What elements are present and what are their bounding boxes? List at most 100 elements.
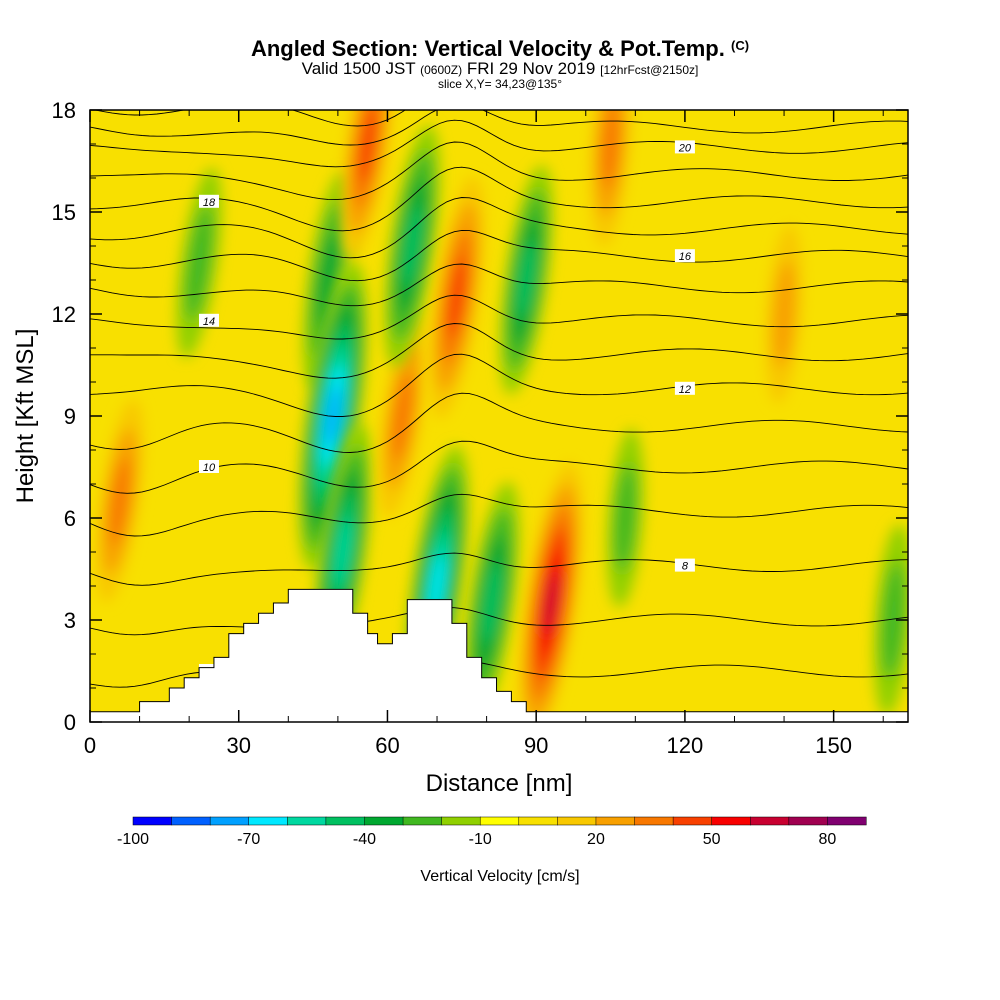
colorbar-swatch	[595, 816, 636, 826]
colorbar-tick-label: -40	[353, 831, 376, 848]
isentrope	[90, 229, 908, 282]
contour-label-text: 16	[679, 251, 692, 263]
colorbar-swatch	[171, 816, 211, 826]
contour-label-bg	[198, 194, 219, 208]
contour-label-bg	[674, 381, 695, 395]
velocity-feature	[95, 399, 144, 603]
isentrope	[90, 21, 908, 85]
colorbar-tick-label: 20	[587, 831, 605, 848]
contour-label-bg	[674, 140, 695, 154]
velocity-ring	[773, 260, 796, 368]
isentrope	[90, 294, 908, 340]
isentrope	[90, 353, 908, 417]
velocity-ring	[447, 256, 467, 338]
velocity-feature	[176, 167, 222, 359]
velocity-ring	[317, 233, 339, 327]
isentrope	[90, 392, 908, 453]
plot-area: 681012141618202224	[89, 21, 909, 723]
x-tick-label: 60	[375, 733, 399, 758]
contour-label-text: 20	[678, 142, 692, 154]
isentrope	[90, 607, 908, 636]
colorbar-swatch	[827, 816, 867, 826]
colorbar-tick-label: 80	[819, 831, 837, 848]
contour-label-bg	[199, 96, 219, 109]
y-tick-label: 6	[64, 506, 76, 531]
valid-time-subtitle: Valid 1500 JST (0600Z) FRI 29 Nov 2019 […	[301, 59, 699, 78]
colorbar-swatch	[248, 816, 288, 826]
contour-label-text: 12	[679, 384, 691, 396]
isentrope	[90, 119, 908, 168]
x-tick-label: 90	[524, 733, 548, 758]
velocity-ring	[392, 372, 413, 460]
velocity-feature	[302, 172, 354, 388]
contour-label-text: 14	[203, 316, 215, 328]
colorbar-tick-label: -70	[237, 831, 260, 848]
velocity-ring	[334, 517, 351, 587]
colorbar-swatch	[325, 816, 366, 826]
contour-label-bg	[675, 49, 695, 62]
colorbar-swatch	[479, 816, 520, 826]
colorbar-tick-label: 50	[703, 831, 721, 848]
colorbar-tick-label: -100	[117, 831, 149, 848]
colorbar-swatch	[287, 816, 327, 826]
isentrope	[90, 166, 908, 232]
isentrope	[90, 493, 908, 537]
colorbar-swatch	[672, 816, 713, 826]
y-tick-label: 15	[52, 200, 76, 225]
y-axis-label: Height [Kft MSL]	[12, 329, 39, 504]
y-tick-label: 3	[64, 608, 76, 633]
y-tick-label: 12	[52, 302, 76, 327]
contour-label-text: 24	[678, 51, 691, 63]
slice-info: slice X,Y= 34,23@135°	[437, 77, 563, 91]
contour-label: 16	[674, 249, 695, 263]
velocity-ring	[881, 562, 905, 678]
velocity-feature	[378, 314, 427, 518]
axes: 0 30 60 90 120 150 0 3 6 9 12 15 18	[52, 98, 908, 758]
colorbar-swatch	[557, 816, 597, 826]
x-tick-label: 150	[815, 733, 852, 758]
colorbar-swatch	[441, 816, 481, 826]
contour-label: 24	[675, 49, 695, 63]
x-tick-label: 30	[226, 733, 250, 758]
contour-label: 14	[198, 313, 219, 328]
colorbar-tick-label: -10	[469, 831, 492, 848]
velocity-feature	[429, 176, 485, 418]
velocity-ring	[543, 570, 559, 636]
velocity-ring	[614, 464, 637, 572]
contour-label-text: 22	[202, 98, 215, 110]
colorbar-swatch	[402, 816, 443, 826]
contour-label-bg	[674, 249, 695, 263]
contour-label: 20	[674, 140, 695, 154]
isentrope	[90, 552, 908, 586]
colorbar-swatch	[132, 816, 173, 826]
x-tick-label: 120	[667, 733, 704, 758]
colorbar: -100 -70 -40 -10 20 50 80	[117, 816, 867, 848]
contour-label: 18	[198, 194, 219, 209]
isentrope	[90, 50, 908, 108]
contour-label: 8	[674, 558, 695, 573]
velocity-ring	[482, 562, 501, 644]
y-tick-label: 0	[64, 710, 76, 735]
colorbar-swatch	[518, 816, 558, 826]
velocity-ring	[517, 241, 536, 319]
contour-label: 10	[198, 460, 219, 474]
isentrope	[90, 197, 908, 259]
isentrope	[90, 323, 908, 379]
terrain	[89, 588, 909, 723]
contour-label: 12	[674, 381, 695, 396]
isentrope	[90, 110, 908, 146]
y-tick-label: 18	[52, 98, 76, 123]
contour-label-text: 8	[682, 561, 689, 573]
y-tick-label: 9	[64, 404, 76, 429]
contour-label-text: 18	[203, 197, 216, 209]
contour-label-bg	[674, 558, 695, 572]
contour-label: 22	[199, 96, 219, 111]
velocity-ring	[403, 205, 422, 287]
contour-label-bg	[198, 460, 219, 473]
x-axis-label: Distance [nm]	[426, 770, 573, 797]
colorbar-swatch	[750, 816, 790, 826]
contour-label-bg	[198, 313, 219, 327]
colorbar-swatch	[711, 816, 751, 826]
colorbar-swatch	[634, 816, 674, 826]
